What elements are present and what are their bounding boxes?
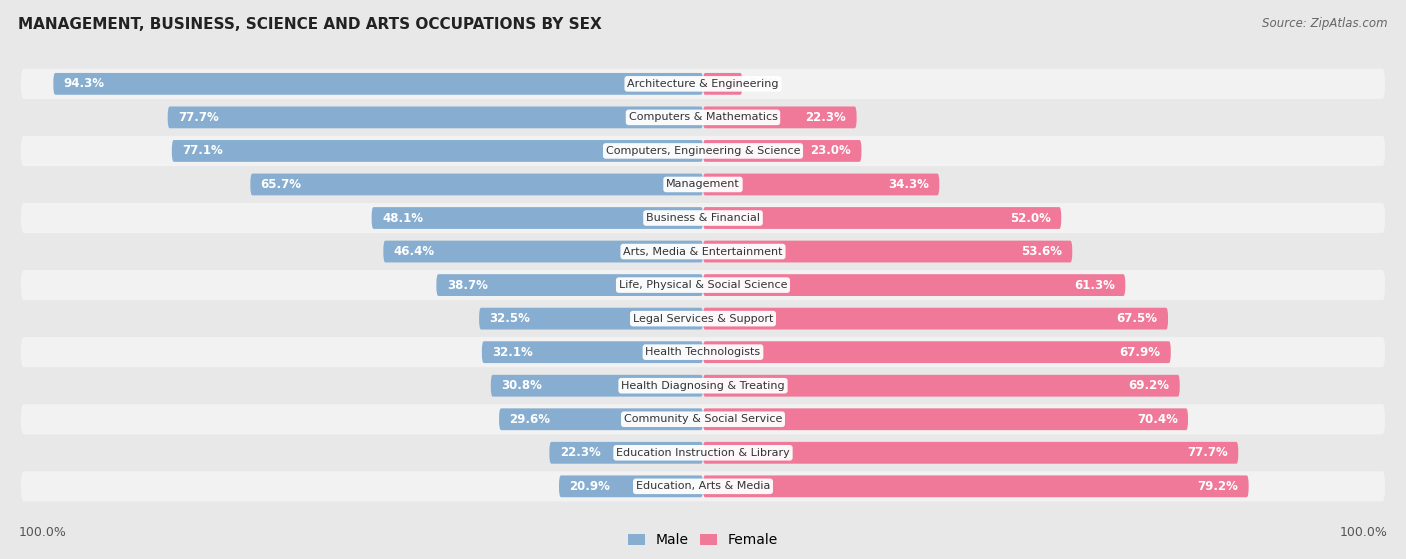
Text: 94.3%: 94.3% xyxy=(63,77,104,91)
FancyBboxPatch shape xyxy=(384,240,703,262)
FancyBboxPatch shape xyxy=(703,408,1188,430)
FancyBboxPatch shape xyxy=(703,307,1168,329)
Text: Business & Financial: Business & Financial xyxy=(645,213,761,223)
Text: 77.7%: 77.7% xyxy=(179,111,219,124)
Text: Arts, Media & Entertainment: Arts, Media & Entertainment xyxy=(623,247,783,257)
Text: 29.6%: 29.6% xyxy=(509,413,550,426)
FancyBboxPatch shape xyxy=(21,102,1385,132)
FancyBboxPatch shape xyxy=(21,438,1385,468)
Text: Life, Physical & Social Science: Life, Physical & Social Science xyxy=(619,280,787,290)
FancyBboxPatch shape xyxy=(21,69,1385,99)
FancyBboxPatch shape xyxy=(21,371,1385,401)
Text: Health Technologists: Health Technologists xyxy=(645,347,761,357)
FancyBboxPatch shape xyxy=(21,203,1385,233)
Text: Legal Services & Support: Legal Services & Support xyxy=(633,314,773,324)
FancyBboxPatch shape xyxy=(21,337,1385,367)
Text: 22.3%: 22.3% xyxy=(560,446,600,459)
Text: 34.3%: 34.3% xyxy=(889,178,929,191)
Text: 67.5%: 67.5% xyxy=(1116,312,1157,325)
Text: 100.0%: 100.0% xyxy=(1340,527,1388,539)
FancyBboxPatch shape xyxy=(703,442,1239,464)
Text: 30.8%: 30.8% xyxy=(501,379,543,392)
FancyBboxPatch shape xyxy=(560,475,703,498)
FancyBboxPatch shape xyxy=(482,341,703,363)
Text: Education, Arts & Media: Education, Arts & Media xyxy=(636,481,770,491)
Text: Computers, Engineering & Science: Computers, Engineering & Science xyxy=(606,146,800,156)
FancyBboxPatch shape xyxy=(371,207,703,229)
FancyBboxPatch shape xyxy=(53,73,703,94)
FancyBboxPatch shape xyxy=(550,442,703,464)
FancyBboxPatch shape xyxy=(491,375,703,397)
Text: Education Instruction & Library: Education Instruction & Library xyxy=(616,448,790,458)
FancyBboxPatch shape xyxy=(499,408,703,430)
Text: 53.6%: 53.6% xyxy=(1021,245,1062,258)
Text: 52.0%: 52.0% xyxy=(1010,211,1050,225)
FancyBboxPatch shape xyxy=(21,236,1385,267)
FancyBboxPatch shape xyxy=(703,106,856,128)
FancyBboxPatch shape xyxy=(21,169,1385,200)
Text: 20.9%: 20.9% xyxy=(569,480,610,493)
FancyBboxPatch shape xyxy=(21,304,1385,334)
FancyBboxPatch shape xyxy=(703,173,939,195)
Text: Community & Social Service: Community & Social Service xyxy=(624,414,782,424)
Text: Management: Management xyxy=(666,179,740,190)
Text: 5.7%: 5.7% xyxy=(749,77,779,91)
Text: 77.7%: 77.7% xyxy=(1187,446,1227,459)
Text: 32.1%: 32.1% xyxy=(492,345,533,359)
Text: 67.9%: 67.9% xyxy=(1119,345,1160,359)
Legend: Male, Female: Male, Female xyxy=(623,528,783,553)
FancyBboxPatch shape xyxy=(21,471,1385,501)
Text: 69.2%: 69.2% xyxy=(1129,379,1170,392)
FancyBboxPatch shape xyxy=(250,173,703,195)
Text: 70.4%: 70.4% xyxy=(1137,413,1178,426)
Text: 32.5%: 32.5% xyxy=(489,312,530,325)
FancyBboxPatch shape xyxy=(21,136,1385,166)
Text: Computers & Mathematics: Computers & Mathematics xyxy=(628,112,778,122)
Text: 61.3%: 61.3% xyxy=(1074,278,1115,292)
Text: 48.1%: 48.1% xyxy=(382,211,423,225)
FancyBboxPatch shape xyxy=(703,274,1125,296)
FancyBboxPatch shape xyxy=(21,270,1385,300)
Text: 22.3%: 22.3% xyxy=(806,111,846,124)
FancyBboxPatch shape xyxy=(172,140,703,162)
FancyBboxPatch shape xyxy=(703,207,1062,229)
Text: Source: ZipAtlas.com: Source: ZipAtlas.com xyxy=(1263,17,1388,30)
Text: 77.1%: 77.1% xyxy=(183,144,224,158)
Text: 38.7%: 38.7% xyxy=(447,278,488,292)
FancyBboxPatch shape xyxy=(703,475,1249,498)
Text: MANAGEMENT, BUSINESS, SCIENCE AND ARTS OCCUPATIONS BY SEX: MANAGEMENT, BUSINESS, SCIENCE AND ARTS O… xyxy=(18,17,602,32)
FancyBboxPatch shape xyxy=(167,106,703,128)
Text: 100.0%: 100.0% xyxy=(18,527,66,539)
FancyBboxPatch shape xyxy=(436,274,703,296)
Text: 79.2%: 79.2% xyxy=(1198,480,1239,493)
FancyBboxPatch shape xyxy=(703,73,742,94)
FancyBboxPatch shape xyxy=(703,240,1073,262)
Text: Architecture & Engineering: Architecture & Engineering xyxy=(627,79,779,89)
FancyBboxPatch shape xyxy=(703,375,1180,397)
Text: 23.0%: 23.0% xyxy=(810,144,851,158)
FancyBboxPatch shape xyxy=(479,307,703,329)
FancyBboxPatch shape xyxy=(21,404,1385,434)
FancyBboxPatch shape xyxy=(703,341,1171,363)
Text: 46.4%: 46.4% xyxy=(394,245,434,258)
Text: 65.7%: 65.7% xyxy=(260,178,302,191)
FancyBboxPatch shape xyxy=(703,140,862,162)
Text: Health Diagnosing & Treating: Health Diagnosing & Treating xyxy=(621,381,785,391)
